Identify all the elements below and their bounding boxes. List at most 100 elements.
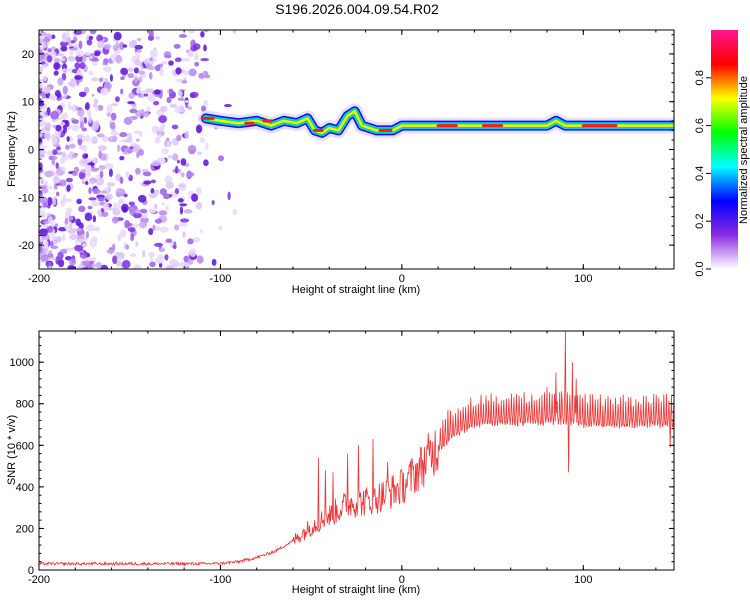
noise-speckle <box>111 103 119 107</box>
noise-speckle <box>57 235 62 243</box>
noise-speckle <box>151 160 161 167</box>
noise-speckle <box>39 185 46 190</box>
noise-speckle <box>46 55 53 63</box>
noise-speckle <box>84 163 92 173</box>
x-tick-label: -100 <box>209 273 231 285</box>
noise-speckle <box>203 44 207 52</box>
noise-speckle <box>110 130 119 136</box>
noise-speckle <box>47 196 53 206</box>
noise-speckle <box>55 146 61 151</box>
noise-speckle <box>70 40 76 44</box>
noise-speckle <box>59 157 66 165</box>
noise-speckle <box>158 210 168 216</box>
noise-speckle <box>204 74 211 79</box>
noise-speckle <box>59 41 69 47</box>
noise-speckle <box>149 256 154 262</box>
y-tick-label: 1000 <box>10 357 34 369</box>
noise-speckle <box>175 106 181 114</box>
x-tick-label: -100 <box>209 574 231 586</box>
noise-speckle <box>166 140 171 148</box>
snr-xlabel: Height of straight line (km) <box>292 584 420 596</box>
noise-speckle <box>147 93 156 103</box>
noise-speckle <box>177 97 185 101</box>
y-tick-label: 0 <box>28 565 34 577</box>
noise-speckle <box>39 166 42 172</box>
noise-speckle <box>187 106 193 110</box>
noise-speckle <box>98 150 102 159</box>
noise-speckle <box>55 162 59 169</box>
noise-speckle <box>88 115 92 124</box>
noise-speckle <box>149 261 156 268</box>
noise-speckle <box>39 133 43 138</box>
noise-speckle <box>49 240 54 248</box>
noise-speckle <box>97 40 105 49</box>
noise-speckle <box>135 167 141 175</box>
noise-speckle <box>103 43 112 50</box>
noise-speckle <box>171 124 179 130</box>
noise-speckle <box>198 72 205 79</box>
noise-speckle <box>166 96 172 104</box>
noise-speckle <box>95 261 102 269</box>
noise-speckle <box>173 43 181 49</box>
noise-speckle <box>173 224 180 231</box>
noise-speckle <box>100 190 108 194</box>
noise-speckle <box>232 208 238 216</box>
colorbar-label: Normalized spectral amplitude <box>738 76 750 224</box>
noise-speckle <box>39 226 42 230</box>
noise-speckle <box>115 173 121 182</box>
noise-speckle <box>55 151 63 156</box>
noise-speckle <box>66 184 71 192</box>
noise-speckle <box>122 70 128 76</box>
noise-speckle <box>87 205 93 210</box>
noise-speckle <box>155 36 161 40</box>
noise-speckle <box>127 73 135 79</box>
noise-speckle <box>120 88 124 95</box>
noise-speckle <box>114 252 124 256</box>
noise-speckle <box>80 169 85 173</box>
noise-speckle <box>146 106 151 112</box>
noise-speckle <box>104 163 114 170</box>
noise-speckle <box>107 57 112 64</box>
noise-speckle <box>39 43 47 49</box>
noise-speckle <box>63 198 73 203</box>
noise-speckle <box>154 257 164 264</box>
y-tick-label: 600 <box>16 440 34 452</box>
noise-speckle <box>188 68 197 77</box>
noise-speckle <box>60 45 68 52</box>
noise-speckle <box>85 231 89 239</box>
noise-speckle <box>119 229 127 238</box>
noise-speckle <box>84 153 89 159</box>
noise-speckle <box>134 44 143 50</box>
noise-speckle <box>173 241 177 246</box>
noise-speckle <box>86 109 92 117</box>
noise-speckle <box>91 136 98 144</box>
noise-speckle <box>177 90 184 97</box>
noise-speckle <box>178 221 188 227</box>
noise-speckle <box>91 236 98 243</box>
noise-speckle <box>50 110 59 120</box>
noise-speckle <box>95 174 100 179</box>
noise-speckle <box>82 260 91 267</box>
noise-speckle <box>48 265 52 269</box>
noise-speckle <box>133 264 142 269</box>
noise-speckle <box>133 67 139 74</box>
noise-speckle <box>100 264 109 269</box>
noise-speckle <box>120 76 125 81</box>
noise-speckle <box>205 142 209 150</box>
noise-speckle <box>85 181 89 186</box>
noise-speckle <box>98 77 104 83</box>
noise-speckle <box>40 254 50 262</box>
noise-speckle <box>125 244 130 250</box>
noise-speckle <box>83 116 87 124</box>
noise-speckle <box>68 215 73 220</box>
noise-speckle <box>84 212 93 222</box>
noise-speckle <box>115 260 122 267</box>
noise-speckle <box>106 104 113 114</box>
noise-speckle <box>73 30 83 36</box>
noise-speckle <box>39 36 45 46</box>
noise-speckle <box>177 198 184 203</box>
noise-speckle <box>200 30 205 38</box>
noise-speckle <box>73 43 80 49</box>
noise-speckle <box>119 41 125 51</box>
